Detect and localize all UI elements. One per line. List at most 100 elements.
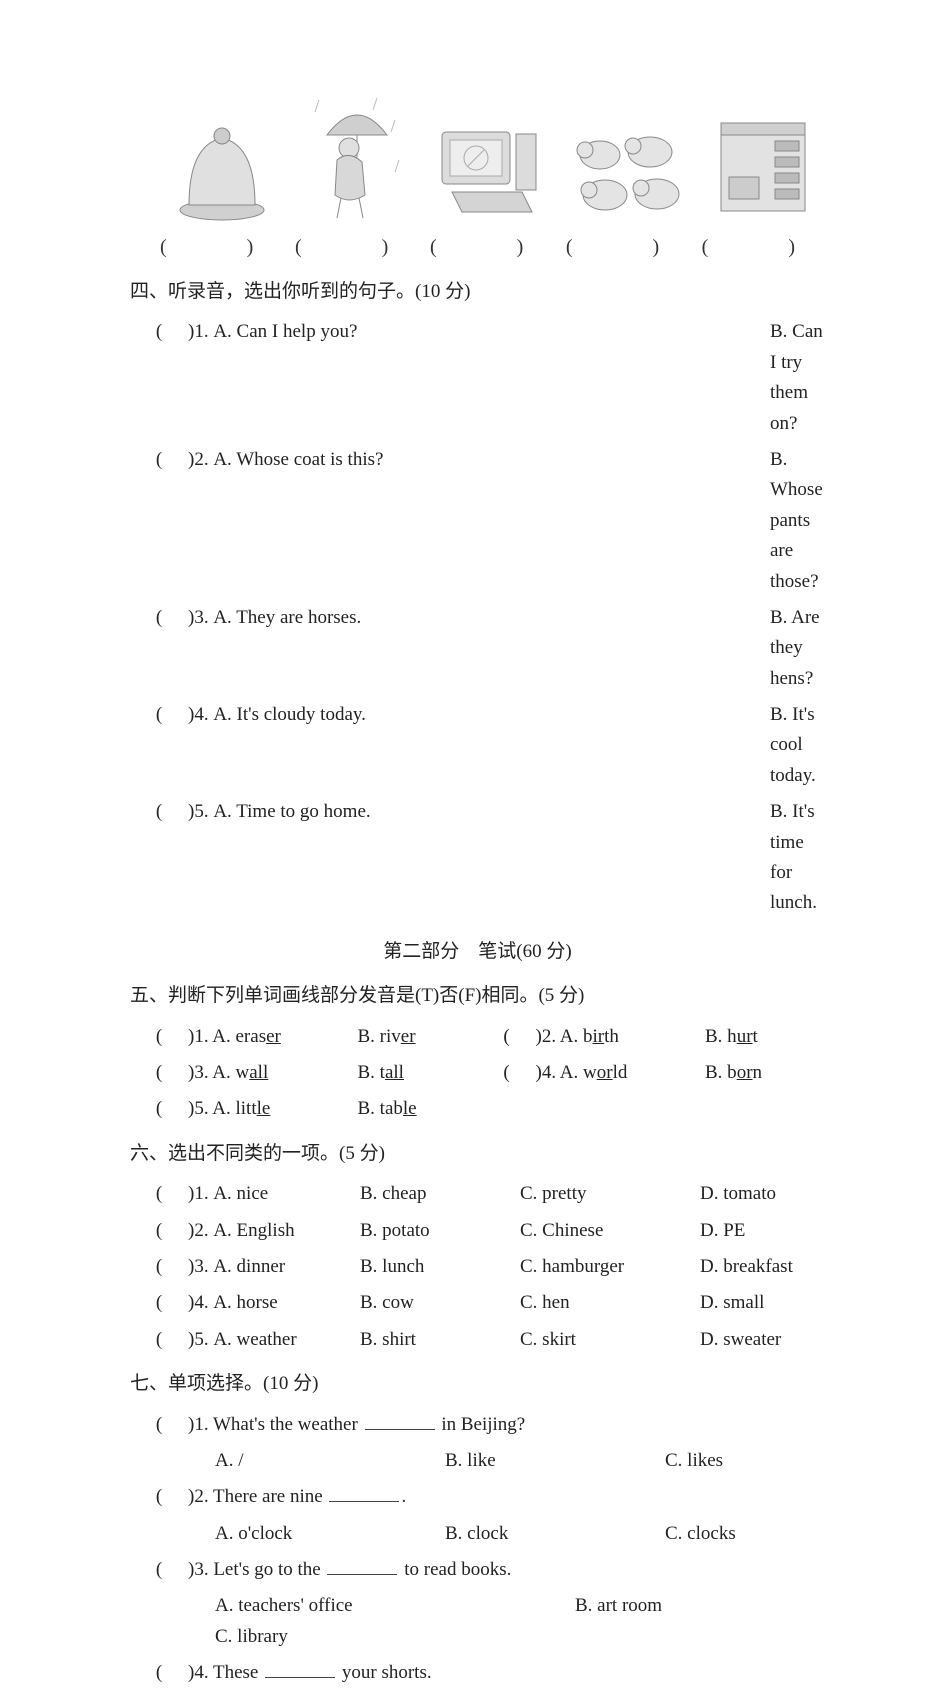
blank-paren[interactable]: (: [130, 1216, 188, 1246]
blank-paren[interactable]: (: [130, 1058, 188, 1088]
section4-list: ( )1. A. Can I help you? B. Can I try th…: [130, 317, 825, 918]
optA: A. English: [213, 1216, 294, 1246]
blank-paren[interactable]: (: [130, 1252, 188, 1282]
s4-q4: ( )4. A. It's cloudy today. B. It's cool…: [130, 700, 825, 791]
blank-paren[interactable]: (: [130, 1094, 188, 1124]
blank-paren[interactable]: (: [130, 1410, 188, 1440]
u: all: [385, 1062, 404, 1083]
blank-paren[interactable]: (: [130, 1658, 188, 1688]
blank-paren[interactable]: ( ): [295, 231, 418, 263]
hat-icon: [177, 120, 267, 225]
s5-3A: )3. A. wall: [188, 1058, 358, 1088]
optB: B. cheap: [360, 1179, 520, 1209]
u: le: [257, 1098, 271, 1119]
s5-5B: B. table: [358, 1094, 478, 1124]
t: ld: [613, 1062, 628, 1083]
t: What's the weather: [213, 1414, 363, 1435]
s5-row2: ( )3. A. wall B. tall ( )4. A. world B. …: [130, 1058, 825, 1088]
t: A. eras: [212, 1026, 266, 1047]
optA: A. teachers' office: [215, 1591, 575, 1621]
blank-paren[interactable]: (: [478, 1022, 536, 1052]
t: There are nine: [213, 1486, 327, 1507]
s5-1B: B. river: [358, 1022, 478, 1052]
optA: A. horse: [213, 1288, 277, 1318]
blank-paren[interactable]: ( ): [160, 231, 283, 263]
s4-q4-optA: A. It's cloudy today.: [213, 700, 366, 791]
t: A. litt: [212, 1098, 256, 1119]
s6-q3: ( )3. A. dinner B. lunch C. hamburger D.…: [130, 1252, 825, 1282]
s4-q2-optB: B. Whose pants are those?: [770, 445, 825, 597]
blank-paren[interactable]: (: [478, 1058, 536, 1088]
s4-q2-n: )2.: [188, 445, 209, 597]
t: B. t: [358, 1062, 385, 1083]
image-cell-building: ( ): [702, 115, 825, 263]
s5-2A: )2. A. birth: [536, 1022, 706, 1052]
blank-paren[interactable]: (: [130, 603, 188, 694]
blank-paren[interactable]: (: [130, 700, 188, 791]
u: er: [266, 1026, 281, 1047]
s4-q5: ( )5. A. Time to go home. B. It's time f…: [130, 797, 825, 919]
building-icon: [713, 115, 813, 225]
s5-3B: B. tall: [358, 1058, 478, 1088]
part2-title: 第二部分 笔试(60 分): [130, 937, 825, 967]
blank-paren[interactable]: (: [130, 1288, 188, 1318]
optB: B. shirt: [360, 1325, 520, 1355]
t: Let's go to the: [213, 1559, 325, 1580]
t: n: [753, 1062, 763, 1083]
blank-paren[interactable]: (: [130, 1022, 188, 1052]
optC: C. Chinese: [520, 1216, 700, 1246]
optB: B. lunch: [360, 1252, 520, 1282]
n: )3.: [188, 1559, 209, 1580]
stem: )2. There are nine .: [188, 1482, 825, 1512]
blank-paren[interactable]: ( ): [702, 231, 825, 263]
optA: A. o'clock: [215, 1519, 445, 1549]
s4-q5-n: )5.: [188, 797, 209, 919]
section4-title: 四、听录音，选出你听到的句子。(10 分): [130, 277, 825, 307]
optB: B. like: [445, 1446, 665, 1476]
blank-paren[interactable]: (: [130, 1179, 188, 1209]
t: your shorts.: [337, 1662, 431, 1683]
s4-q3-optB: B. Are they hens?: [770, 603, 825, 694]
blank-paren[interactable]: ( ): [430, 231, 553, 263]
s5-4A: )4. A. world: [536, 1058, 706, 1088]
n: )2.: [536, 1026, 557, 1047]
stem: )3. Let's go to the to read books.: [188, 1555, 825, 1585]
s4-q5-optA: A. Time to go home.: [213, 797, 370, 919]
fill-blank[interactable]: [265, 1660, 335, 1678]
stem: )1. What's the weather in Beijing?: [188, 1410, 825, 1440]
fill-blank[interactable]: [365, 1411, 435, 1429]
t: These: [213, 1662, 263, 1683]
image-cell-sheep: ( ): [565, 120, 690, 263]
blank-paren[interactable]: (: [130, 797, 188, 919]
blank-paren[interactable]: ( ): [565, 231, 690, 263]
t: B. b: [705, 1062, 737, 1083]
blank-paren[interactable]: (: [130, 1482, 188, 1512]
optB: B. art room: [575, 1591, 825, 1621]
s4-q4-optB: B. It's cool today.: [770, 700, 825, 791]
s7-q4: ( )4. These your shorts.: [130, 1658, 825, 1688]
optD: D. sweater: [700, 1325, 825, 1355]
u: er: [401, 1026, 416, 1047]
blank-paren[interactable]: (: [130, 1555, 188, 1585]
n: )2.: [188, 1216, 209, 1246]
n: )1.: [188, 1179, 209, 1209]
u: all: [249, 1062, 268, 1083]
s4-q3-n: )3.: [188, 603, 209, 694]
blank-paren[interactable]: (: [130, 1325, 188, 1355]
s4-q2-optA: A. Whose coat is this?: [213, 445, 383, 597]
t: to read books.: [399, 1559, 511, 1580]
blank-paren[interactable]: (: [130, 317, 188, 439]
section6-title: 六、选出不同类的一项。(5 分): [130, 1139, 825, 1169]
computer-icon: [432, 120, 552, 225]
u: ir: [593, 1026, 605, 1047]
s7-q2: ( )2. There are nine . A. o'clock B. clo…: [130, 1482, 825, 1549]
s5-1A: )1. A. eraser: [188, 1022, 358, 1052]
blank-paren[interactable]: (: [130, 445, 188, 597]
fill-blank[interactable]: [327, 1557, 397, 1575]
stem: )4. These your shorts.: [188, 1658, 825, 1688]
n: )4.: [536, 1062, 557, 1083]
fill-blank[interactable]: [329, 1484, 399, 1502]
s4-q5-optB: B. It's time for lunch.: [770, 797, 825, 919]
s5-2B: B. hurt: [705, 1022, 825, 1052]
optD: D. PE: [700, 1216, 825, 1246]
